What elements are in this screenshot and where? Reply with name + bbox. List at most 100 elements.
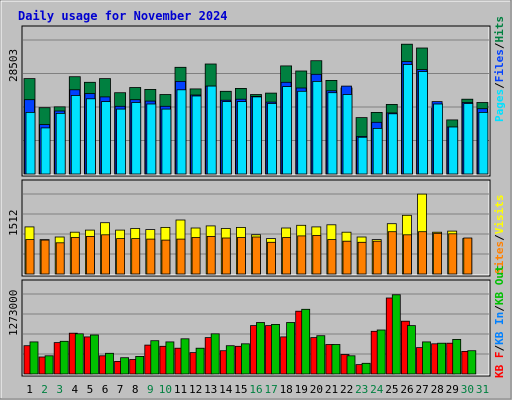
x-tick-label-day-27: 27 bbox=[415, 383, 428, 396]
bar-sites-day-17 bbox=[267, 241, 276, 275]
bar-kb-out-day-23 bbox=[361, 362, 371, 375]
x-tick-label-day-29: 29 bbox=[446, 383, 459, 396]
bar-kb-out-day-30 bbox=[467, 350, 477, 375]
bar-sites-day-15 bbox=[236, 237, 246, 275]
bar-pages-day-4 bbox=[70, 95, 81, 175]
kbytes-panel: 1273000 bbox=[7, 279, 491, 377]
bar-kb-out-day-12 bbox=[195, 347, 205, 375]
bar-pages-day-16 bbox=[252, 96, 262, 175]
bar-sites-day-5 bbox=[86, 235, 95, 275]
bar-pages-day-12 bbox=[191, 95, 202, 175]
x-tick-label-day-19: 19 bbox=[295, 383, 308, 396]
bar-pages-day-19 bbox=[297, 90, 308, 175]
x-tick-label-day-16: 16 bbox=[249, 383, 262, 396]
bar-pages-day-7 bbox=[116, 108, 126, 175]
x-tick-label-day-11: 11 bbox=[174, 383, 187, 396]
x-tick-label-day-14: 14 bbox=[219, 383, 233, 396]
bar-sites-day-28 bbox=[433, 232, 443, 275]
bar-sites-day-12 bbox=[191, 237, 201, 275]
bar-pages-day-9 bbox=[146, 103, 157, 175]
legend-pages: Pages bbox=[493, 89, 506, 122]
bar-kb-out-day-8 bbox=[135, 355, 145, 375]
bar-kb-out-day-16 bbox=[256, 322, 265, 375]
x-tick-label-day-13: 13 bbox=[204, 383, 217, 396]
bar-kb-out-day-9 bbox=[150, 340, 160, 375]
bar-pages-day-23 bbox=[357, 136, 368, 175]
bar-pages-day-22 bbox=[342, 94, 353, 175]
bar-pages-day-31 bbox=[478, 112, 489, 175]
bar-sites-day-7 bbox=[116, 238, 125, 275]
bar-kb-out-day-14 bbox=[225, 345, 235, 375]
bar-pages-day-13 bbox=[206, 85, 217, 175]
bar-sites-day-1 bbox=[25, 239, 35, 275]
bar-pages-day-29 bbox=[448, 126, 459, 175]
bar-sites-day-16 bbox=[252, 236, 261, 275]
bar-kb-out-day-18 bbox=[286, 322, 296, 375]
x-tick-label-day-5: 5 bbox=[87, 383, 94, 396]
bar-pages-day-17 bbox=[267, 103, 277, 175]
x-tick-label-day-30: 30 bbox=[461, 383, 474, 396]
bar-pages-day-24 bbox=[372, 127, 383, 175]
x-tick-label-day-15: 15 bbox=[234, 383, 247, 396]
bar-kb-out-day-19 bbox=[301, 308, 311, 375]
legend-top: Pages/Files/Hits bbox=[493, 16, 506, 122]
x-tick-label-day-23: 23 bbox=[355, 383, 368, 396]
legend-visits: Visits bbox=[493, 195, 506, 235]
legend-kb-out: KB Out bbox=[493, 265, 506, 305]
bar-pages-day-27 bbox=[418, 71, 428, 175]
bar-kb-out-day-6 bbox=[105, 352, 114, 375]
bar-kb-out-day-25 bbox=[391, 294, 401, 375]
chart-panels: 28503 1512 1273000 bbox=[7, 25, 491, 377]
x-tick-label-day-28: 28 bbox=[431, 383, 444, 396]
bar-pages-day-28 bbox=[433, 103, 444, 175]
bar-sites-day-24 bbox=[372, 240, 382, 275]
bar-kb-out-day-13 bbox=[210, 333, 220, 375]
legend-middle: Sites/Visits bbox=[493, 195, 506, 275]
bar-pages-day-11 bbox=[176, 89, 187, 175]
bar-pages-day-3 bbox=[55, 113, 66, 175]
x-tick-label-day-21: 21 bbox=[325, 383, 338, 396]
bar-sites-day-3 bbox=[55, 242, 65, 275]
bar-pages-day-15 bbox=[236, 101, 247, 175]
x-tick-label-day-3: 3 bbox=[56, 383, 63, 396]
x-tick-label-day-6: 6 bbox=[102, 383, 109, 396]
bar-kb-out-day-28 bbox=[437, 342, 447, 375]
bar-sites-day-23 bbox=[357, 241, 367, 275]
bar-sites-day-6 bbox=[101, 234, 110, 275]
bar-kb-out-day-27 bbox=[422, 341, 431, 375]
bar-pages-day-1 bbox=[25, 112, 36, 175]
x-tick-label-day-12: 12 bbox=[189, 383, 202, 396]
bar-sites-day-21 bbox=[327, 239, 337, 275]
bar-sites-day-8 bbox=[131, 238, 141, 275]
bar-kb-out-day-3 bbox=[59, 340, 69, 375]
x-tick-label-day-26: 26 bbox=[400, 383, 413, 396]
legend-files: Files bbox=[493, 49, 506, 82]
x-tick-label-day-25: 25 bbox=[385, 383, 398, 396]
bar-kb-out-day-29 bbox=[452, 338, 462, 375]
legend-sep: / bbox=[493, 82, 506, 89]
y-tick-label: 1512 bbox=[7, 210, 20, 237]
x-tick-label-day-18: 18 bbox=[280, 383, 293, 396]
bar-kb-out-day-26 bbox=[406, 325, 416, 375]
bar-pages-day-30 bbox=[463, 103, 474, 175]
bar-kb-out-day-11 bbox=[180, 338, 190, 375]
bar-pages-day-21 bbox=[327, 92, 338, 175]
bar-sites-day-30 bbox=[463, 237, 473, 275]
x-tick-label-day-22: 22 bbox=[340, 383, 353, 396]
bar-sites-day-14 bbox=[221, 237, 231, 275]
legend-sep: / bbox=[493, 345, 506, 352]
x-tick-label-day-20: 20 bbox=[310, 383, 323, 396]
bar-pages-day-26 bbox=[402, 64, 413, 175]
bar-sites-day-2 bbox=[40, 239, 50, 275]
bar-sites-day-20 bbox=[312, 234, 322, 275]
bar-kb-out-day-4 bbox=[74, 333, 84, 375]
bar-sites-day-27 bbox=[418, 231, 427, 275]
legend-kb-f: KB F bbox=[493, 352, 506, 379]
x-tick-label-day-10: 10 bbox=[159, 383, 172, 396]
y-tick-label: 28503 bbox=[7, 49, 20, 82]
legend-sep: / bbox=[493, 42, 506, 49]
bar-kb-out-day-24 bbox=[376, 329, 386, 375]
x-tick-label-day-9: 9 bbox=[147, 383, 154, 396]
bar-pages-day-18 bbox=[282, 86, 293, 175]
